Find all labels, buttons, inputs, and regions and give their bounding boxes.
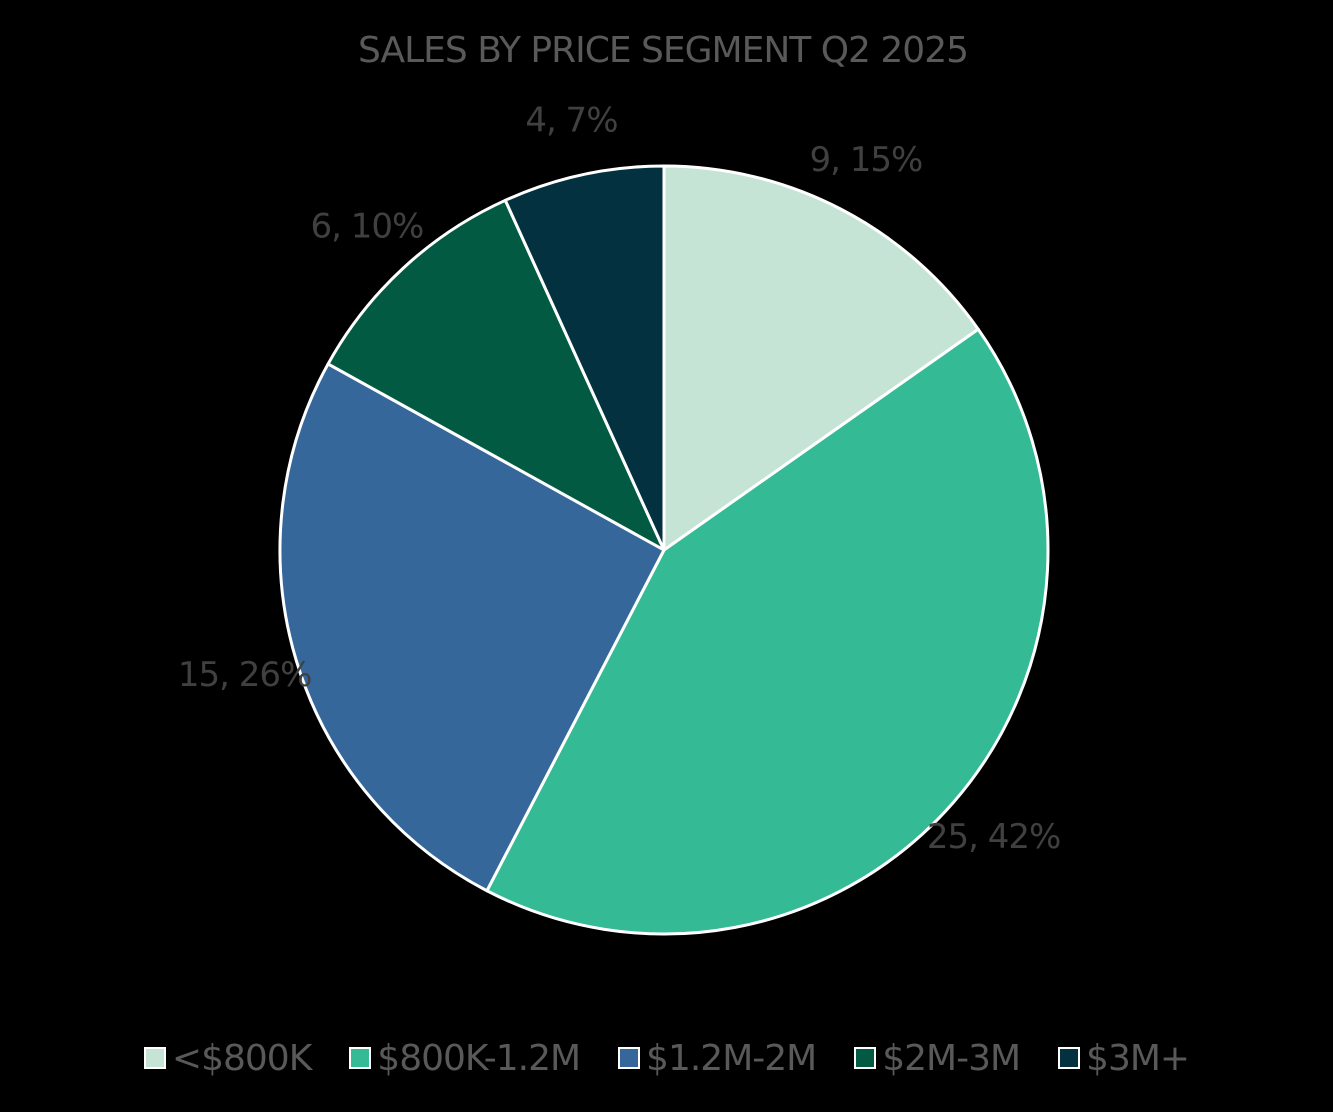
pie-slice-1-2m-2m bbox=[278, 362, 666, 893]
data-label-1-2m-2m: 15, 26% bbox=[178, 655, 311, 695]
pie-slices bbox=[278, 164, 1050, 936]
data-label-2m-3m: 6, 10% bbox=[310, 207, 423, 247]
legend-label: <$800K bbox=[171, 1037, 312, 1079]
data-label-800k-1-2m: 25, 42% bbox=[927, 817, 1060, 857]
pie-slice-3m bbox=[503, 164, 666, 552]
legend-label: $3M+ bbox=[1086, 1037, 1190, 1079]
legend-label: $800K-1.2M bbox=[377, 1037, 581, 1079]
legend-swatch bbox=[1058, 1047, 1081, 1069]
data-label-800k: 9, 15% bbox=[810, 140, 923, 180]
legend-item-3m: $3M+ bbox=[1058, 1037, 1190, 1079]
legend-swatch bbox=[618, 1047, 641, 1069]
legend-swatch bbox=[854, 1047, 877, 1069]
chart-title: SALES BY PRICE SEGMENT Q2 2025 bbox=[358, 30, 968, 71]
legend-item-800k: <$800K bbox=[143, 1037, 312, 1079]
legend-label: $2M-3M bbox=[882, 1037, 1021, 1079]
legend-item-1-2m-2m: $1.2M-2M bbox=[618, 1037, 817, 1079]
legend-label: $1.2M-2M bbox=[646, 1037, 817, 1079]
pie-slice-800k-1-2m bbox=[485, 327, 1050, 936]
legend-swatch bbox=[349, 1047, 372, 1069]
legend: <$800K $800K-1.2M $1.2M-2M $2M-3M $3M+ bbox=[0, 1030, 1333, 1086]
pie-slice-2m-3m bbox=[326, 198, 666, 552]
legend-swatch bbox=[143, 1047, 166, 1069]
legend-item-2m-3m: $2M-3M bbox=[854, 1037, 1021, 1079]
data-label-3m: 4, 7% bbox=[525, 100, 617, 140]
pie-data-labels: 9, 15% 25, 42% 15, 26% 6, 10% 4, 7% bbox=[178, 100, 1061, 857]
legend-item-800k-1-2m: $800K-1.2M bbox=[349, 1037, 581, 1079]
pie-slice-800k bbox=[662, 164, 980, 552]
